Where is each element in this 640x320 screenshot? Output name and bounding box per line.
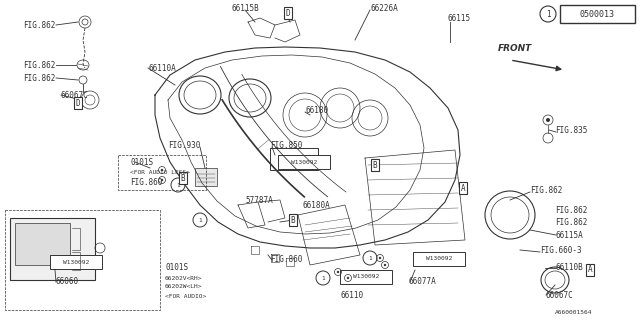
Text: D: D xyxy=(76,99,80,108)
Text: W130092: W130092 xyxy=(291,159,317,164)
Text: 66115: 66115 xyxy=(447,13,470,22)
Text: FIG.862: FIG.862 xyxy=(22,60,55,69)
Text: 1: 1 xyxy=(546,10,550,19)
Text: 0500013: 0500013 xyxy=(580,10,615,19)
Bar xyxy=(15,223,70,265)
Text: W130092: W130092 xyxy=(63,260,89,265)
Text: FIG.835: FIG.835 xyxy=(555,125,588,134)
Text: 66180A: 66180A xyxy=(302,201,330,210)
Text: W130092: W130092 xyxy=(353,275,379,279)
Text: FIG.930: FIG.930 xyxy=(168,140,200,149)
Text: 66226A: 66226A xyxy=(370,4,397,12)
Text: FRONT: FRONT xyxy=(498,44,532,52)
Circle shape xyxy=(384,264,386,266)
Text: 66202W<LH>: 66202W<LH> xyxy=(165,284,202,290)
Circle shape xyxy=(379,257,381,259)
Text: 66115A: 66115A xyxy=(555,230,583,239)
Text: 66115B: 66115B xyxy=(231,4,259,12)
Bar xyxy=(50,255,102,269)
Text: <FOR AUDIO LESS>: <FOR AUDIO LESS> xyxy=(130,170,190,174)
Text: FIG.660-3: FIG.660-3 xyxy=(540,245,582,254)
Text: FIG.860: FIG.860 xyxy=(270,255,302,265)
Text: FIG.862: FIG.862 xyxy=(555,205,588,214)
Text: A: A xyxy=(588,266,592,275)
Text: 0101S: 0101S xyxy=(165,263,188,273)
Text: 66077A: 66077A xyxy=(408,277,436,286)
Text: B: B xyxy=(291,215,295,225)
Circle shape xyxy=(337,271,339,273)
Text: FIG.862: FIG.862 xyxy=(22,74,55,83)
Text: 66067C: 66067C xyxy=(545,291,573,300)
Text: FIG.862: FIG.862 xyxy=(555,218,588,227)
Bar xyxy=(278,155,330,169)
Text: 66110A: 66110A xyxy=(148,63,176,73)
Bar xyxy=(270,148,318,170)
Text: 1: 1 xyxy=(176,182,180,188)
Circle shape xyxy=(161,169,163,171)
Text: 0101S: 0101S xyxy=(130,157,153,166)
Text: B: B xyxy=(372,161,378,170)
Bar xyxy=(340,270,392,284)
Text: B: B xyxy=(180,173,186,182)
Bar xyxy=(560,5,635,23)
Circle shape xyxy=(161,179,163,181)
Text: 66202V<RH>: 66202V<RH> xyxy=(165,276,202,281)
Text: 66110: 66110 xyxy=(340,291,363,300)
Bar xyxy=(10,218,95,280)
Text: <FOR AUDIO>: <FOR AUDIO> xyxy=(165,294,206,300)
Text: 66110B: 66110B xyxy=(555,263,583,273)
Text: FIG.862: FIG.862 xyxy=(530,186,563,195)
Text: D: D xyxy=(285,9,291,18)
Text: 1: 1 xyxy=(321,276,325,281)
Text: A: A xyxy=(461,183,465,193)
Text: 66067C: 66067C xyxy=(60,91,88,100)
Text: 1: 1 xyxy=(198,218,202,222)
Text: A660001564: A660001564 xyxy=(555,309,593,315)
Circle shape xyxy=(546,118,550,122)
Bar xyxy=(195,168,217,186)
Text: FIG.862: FIG.862 xyxy=(22,20,55,29)
Text: 66060: 66060 xyxy=(55,277,78,286)
Bar xyxy=(413,252,465,266)
Text: W130092: W130092 xyxy=(426,257,452,261)
Bar xyxy=(118,155,206,190)
Text: 57787A: 57787A xyxy=(245,196,273,204)
Circle shape xyxy=(347,277,349,279)
Text: FIG.860: FIG.860 xyxy=(130,178,163,187)
Text: 1: 1 xyxy=(368,255,372,260)
Bar xyxy=(5,210,160,310)
Text: 66180: 66180 xyxy=(305,106,328,115)
Text: FIG.850: FIG.850 xyxy=(270,140,302,149)
